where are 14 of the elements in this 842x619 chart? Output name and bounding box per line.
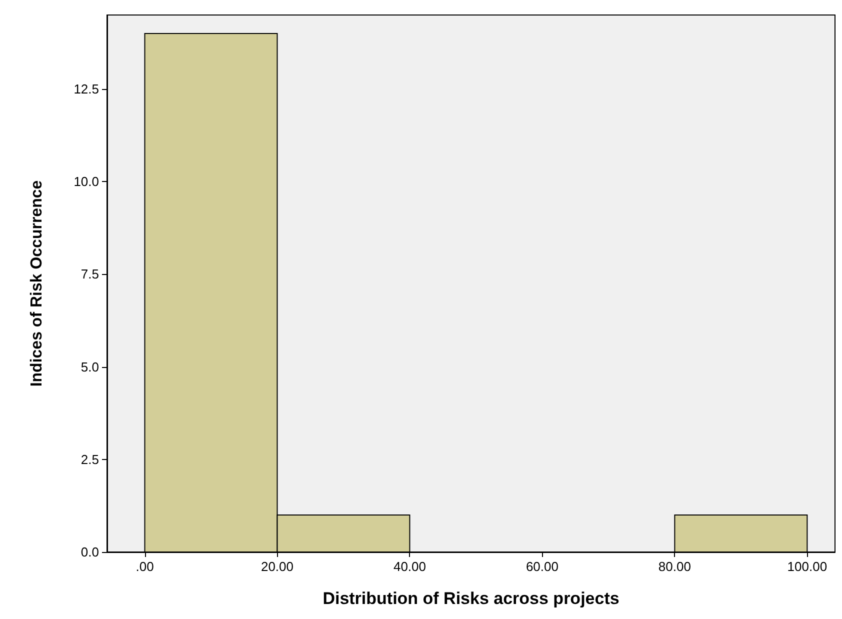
- y-axis-title: Indices of Risk Occurrence: [28, 180, 46, 387]
- y-tick-label: 10.0: [74, 174, 99, 190]
- y-tick-label: 5.0: [80, 359, 99, 374]
- y-tick-label: 2.5: [80, 452, 99, 467]
- x-tick-label: .00: [136, 559, 154, 574]
- x-tick-label: 40.00: [393, 559, 426, 574]
- x-tick-label: 100.00: [787, 559, 828, 574]
- x-axis-title: Distribution of Risks across projects: [322, 589, 620, 608]
- x-tick-label: 80.00: [658, 559, 691, 574]
- y-tick-label: 7.5: [80, 266, 99, 282]
- y-tick-label: 0.0: [80, 544, 99, 560]
- y-tick-label: 12.5: [74, 82, 99, 97]
- x-tick-label: 60.00: [526, 559, 558, 574]
- x-tick-label: 20.00: [260, 559, 294, 574]
